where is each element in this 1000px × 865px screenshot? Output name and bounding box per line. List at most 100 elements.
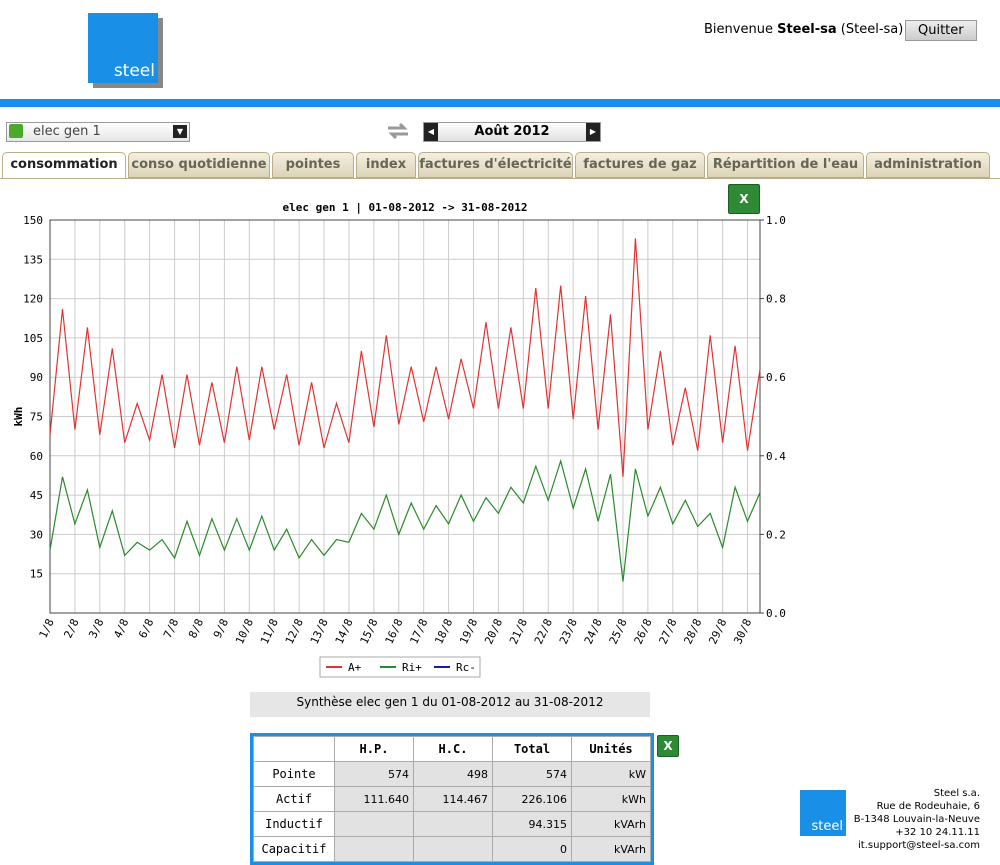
tab[interactable]: consommation <box>2 152 126 179</box>
y-tick-label: 30 <box>30 528 43 541</box>
footer-line: Rue de Rodeuhaie, 6 <box>876 801 980 812</box>
footer-address: Steel s.a. Rue de Rodeuhaie, 6 B-1348 Louv… <box>840 787 980 852</box>
x-tick-label: 12/8 <box>283 617 306 647</box>
row-label: Pointe <box>253 761 335 787</box>
y-tick-label: 120 <box>23 293 43 306</box>
excel-export-table[interactable]: X <box>657 735 679 757</box>
greeting: Bienvenue <box>704 22 773 37</box>
series-line <box>49 458 761 582</box>
excel-export[interactable]: X <box>728 184 760 214</box>
table-row: Capacitif 0 kVArh <box>253 836 651 862</box>
column-header: H.P. <box>334 736 414 762</box>
x-tick-label: 25/8 <box>607 617 630 647</box>
cell: 498 <box>413 761 493 787</box>
logo: steel <box>88 13 158 83</box>
cell: 111.640 <box>334 786 414 812</box>
x-tick-label: 16/8 <box>383 617 406 647</box>
plot-frame <box>49 219 761 614</box>
x-tick-label: 29/8 <box>706 617 729 647</box>
y2-tick-label: 0.6 <box>766 371 786 384</box>
y-tick-label: 105 <box>23 332 43 345</box>
tab[interactable]: factures d'électricité <box>418 152 573 178</box>
legend-label: Rc- <box>456 661 476 674</box>
row-label: Capacitif <box>253 836 335 862</box>
x-tick-label: 13/8 <box>308 617 331 647</box>
y2-tick-label: 1.0 <box>766 214 786 227</box>
summary-table: H.P. H.C. Total Unités Pointe 574 498 574 kW Acti… <box>253 736 651 862</box>
x-tick-label: 6/8 <box>136 617 156 641</box>
footer-line: +32 10 24.11.11 <box>895 827 980 838</box>
cell: 574 <box>492 761 572 787</box>
period: Août 2012 <box>474 124 550 139</box>
chart: elec gen 1 | 01-08-2012 -> 31-08-2012 kWh… <box>12 201 786 678</box>
x-tick-label: 14/8 <box>333 617 356 647</box>
meter-name: elec gen 1 <box>33 124 101 139</box>
x-tick-label: 27/8 <box>657 617 680 647</box>
y2-tick-label: 0.0 <box>766 607 786 620</box>
logo-text: steel <box>113 61 155 81</box>
x-tick-label: 7/8 <box>161 617 181 641</box>
prev[interactable]: ◀ <box>424 123 438 141</box>
cell: kW <box>571 761 651 787</box>
footer-logo-text: steel <box>811 819 843 834</box>
y2-tick-label: 0.8 <box>766 293 786 306</box>
x-tick-label: 17/8 <box>407 617 430 647</box>
logout-button[interactable]: Quitter <box>905 20 977 41</box>
y2-tick-label: 0.2 <box>766 528 786 541</box>
period-nav: ◀ Août 2012 ▶ <box>423 122 601 142</box>
cell <box>334 836 414 862</box>
y-tick-label: 45 <box>30 489 43 502</box>
x-tick-label: 9/8 <box>211 617 231 641</box>
summary-table-frame: H.P. H.C. Total Unités Pointe 574 498 574 kW Acti… <box>250 733 654 865</box>
y-axis-label: kWh <box>12 407 25 427</box>
cell: 94.315 <box>492 811 572 837</box>
x-tick-label: 8/8 <box>186 617 206 641</box>
header-row: H.P. H.C. Total Unités <box>253 736 651 762</box>
cell: kVArh <box>571 836 651 862</box>
cell: kVArh <box>571 811 651 837</box>
y-tick-label: 15 <box>30 568 43 581</box>
meter-select[interactable]: elec gen 1 ▼ <box>6 122 190 142</box>
x-tick-label: 28/8 <box>681 617 704 647</box>
y-tick-label: 60 <box>30 450 43 463</box>
tab[interactable]: index <box>356 152 416 178</box>
x-tick-label: 10/8 <box>233 617 256 647</box>
summary-title: Synthèse elec gen 1 du 01-08-2012 au 31-… <box>250 692 650 717</box>
row-label: Inductif <box>253 811 335 837</box>
cell: 114.467 <box>413 786 493 812</box>
cell <box>413 836 493 862</box>
x-tick-label: 1/8 <box>37 617 57 641</box>
footer-line: Steel s.a. <box>933 788 980 799</box>
x-tick-label: 20/8 <box>482 617 505 647</box>
footer-line: B-1348 Louvain-la-Neuve <box>853 814 980 825</box>
row-label: Actif <box>253 786 335 812</box>
table-row: Pointe 574 498 574 kW <box>253 761 651 787</box>
column-header: Unités <box>571 736 651 762</box>
x-tick-label: 18/8 <box>432 617 455 647</box>
y-tick-label: 75 <box>30 411 43 424</box>
x-tick-label: 21/8 <box>507 617 530 647</box>
tab[interactable]: administration <box>866 152 990 178</box>
cell: 0 <box>492 836 572 862</box>
column-header: Total <box>492 736 572 762</box>
x-tick-label: 3/8 <box>86 617 106 641</box>
next[interactable]: ▶ <box>586 123 600 141</box>
tab[interactable]: factures de gaz <box>575 152 705 178</box>
table-row: Actif 111.640 114.467 226.106 kWh <box>253 786 651 812</box>
legend-label: Ri+ <box>402 661 422 674</box>
tabs: consommation conso quotidienne pointes inde… <box>0 152 1000 179</box>
tab[interactable]: conso quotidienne <box>128 152 270 178</box>
tab[interactable]: pointes <box>272 152 354 178</box>
y2-tick-label: 0.4 <box>766 450 786 463</box>
tab[interactable]: Répartition de l'eau <box>707 152 864 178</box>
y-tick-label: 90 <box>30 371 43 384</box>
x-tick-label: 23/8 <box>557 617 580 647</box>
chart-title: elec gen 1 | 01-08-2012 -> 31-08-2012 <box>282 201 527 214</box>
swap-icon[interactable] <box>386 122 410 140</box>
x-tick-label: 11/8 <box>258 617 281 647</box>
cell <box>413 811 493 837</box>
welcome: Bienvenue Steel-sa (Steel-sa) <box>704 22 903 37</box>
x-tick-label: 19/8 <box>457 617 480 647</box>
top-bar <box>0 99 1000 107</box>
footer-line: it.support@steel-sa.com <box>858 840 980 851</box>
